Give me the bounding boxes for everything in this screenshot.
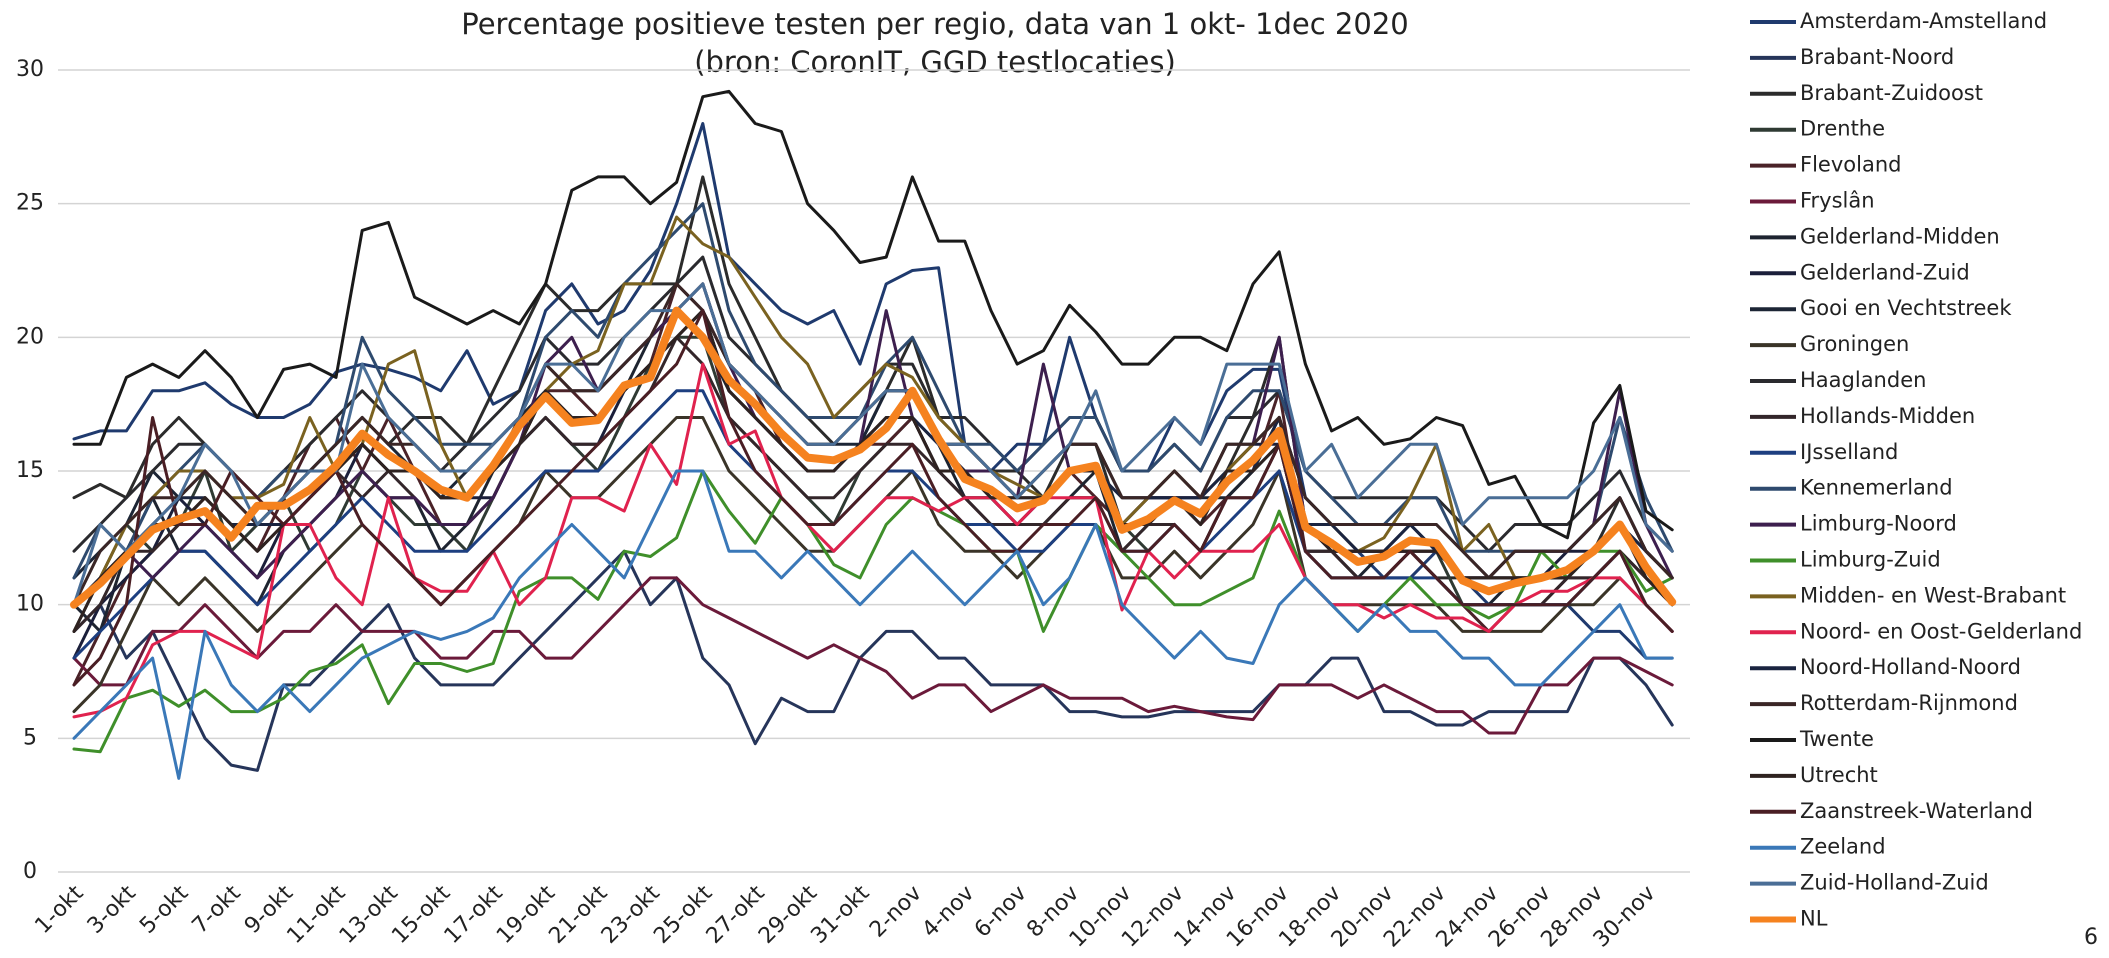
legend-label: Zeeland [1800,835,1886,859]
x-tick-label: 25-okt [649,881,717,949]
series-line [72,469,1674,780]
legend-label: Fryslân [1800,189,1875,213]
x-tick-label: 7-okt [188,881,246,939]
y-tick-label: 15 [16,458,44,483]
legend-label: Twente [1799,727,1874,751]
x-tick-label: 2-nov [865,881,927,943]
legend-label: Zaanstreek-Waterland [1800,799,2033,823]
series-line [72,362,1674,719]
x-tick-label: 4-nov [918,881,980,943]
x-tick-label: 1-okt [30,881,88,939]
legend-label: Hollands-Midden [1800,404,1975,428]
legend-label: Haaglanden [1800,368,1926,392]
x-tick-label: 15-okt [387,881,455,949]
legend-label: IJsselland [1800,440,1898,464]
x-tick-label: 27-okt [702,881,770,949]
series-line [72,416,1674,714]
series-line [72,469,1674,754]
legend-label: Limburg-Noord [1800,512,1957,536]
legend-label: Zuid-Holland-Zuid [1800,871,1989,895]
x-tick-label: 23-okt [597,881,665,949]
x-tick-label: 21-okt [544,881,612,949]
legend-label: Brabant-Zuidoost [1800,81,1983,105]
legend-label: Amsterdam-Amstelland [1800,9,2047,33]
legend-label: Kennemerland [1800,476,1953,500]
series-line [70,306,1677,609]
legend-label: Drenthe [1800,117,1885,141]
legend-label: Groningen [1800,332,1909,356]
legend-label: Rotterdam-Rijnmond [1800,691,2018,715]
x-tick-label: 31-okt [806,881,874,949]
y-tick-label: 20 [16,324,44,349]
legend-label: Utrecht [1800,763,1878,787]
legend-label: Flevoland [1800,153,1901,177]
legend-label: Noord- en Oost-Gelderland [1800,619,2082,643]
legend-label: Gooi en Vechtstreek [1800,296,2012,320]
legend-label: NL [1800,907,1828,931]
x-tick-label: 19-okt [492,881,560,949]
series-line [72,89,1674,540]
page-number: 6 [2084,925,2098,950]
series-line [72,282,1674,607]
y-tick-label: 0 [23,859,37,884]
series-line [72,549,1674,772]
x-tick-label: 13-okt [335,881,403,949]
y-tick-label: 10 [16,592,44,617]
legend-label: Gelderland-Zuid [1800,260,1970,284]
x-tick-label: 29-okt [754,881,822,949]
series-line [72,576,1674,735]
x-tick-label: 5-okt [135,881,193,939]
y-tick-label: 30 [16,57,44,82]
series-line [72,309,1674,687]
x-tick-label: 11-okt [282,881,350,949]
legend-label: Midden- en West-Brabant [1800,583,2066,607]
x-tick-label: 6-nov [970,881,1032,943]
chart-title: Percentage positieve testen per regio, d… [461,7,1408,41]
chart-subtitle: (bron: CoronIT, GGD testlocaties) [694,45,1176,79]
x-tick-label: 17-okt [440,881,508,949]
legend-label: Brabant-Noord [1800,45,1954,69]
x-tick-label: 3-okt [83,881,141,939]
legend-label: Noord-Holland-Noord [1800,655,2021,679]
legend-label: Limburg-Zuid [1800,548,1941,572]
legend-label: Gelderland-Midden [1800,224,2000,248]
y-tick-label: 5 [23,725,37,750]
y-tick-label: 25 [16,191,44,216]
